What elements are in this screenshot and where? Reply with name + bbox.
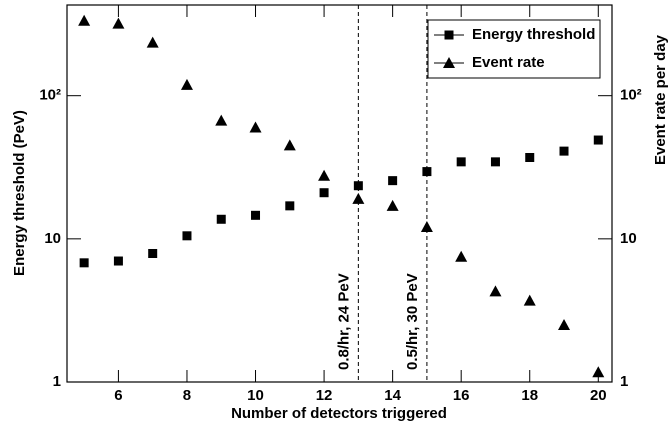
- data-point: [420, 220, 433, 232]
- data-point: [180, 78, 193, 90]
- data-point: [182, 231, 192, 241]
- data-point: [523, 294, 536, 306]
- y-tick-label: 10: [44, 230, 61, 247]
- data-point: [283, 139, 296, 151]
- y-tick-label: 10²: [39, 87, 61, 104]
- data-point: [353, 181, 363, 191]
- data-point: [216, 214, 226, 224]
- data-point: [525, 153, 535, 163]
- data-point: [386, 199, 399, 211]
- data-point: [489, 285, 502, 297]
- data-point: [559, 146, 569, 156]
- legend-label: Event rate: [472, 54, 545, 71]
- data-point: [455, 250, 468, 262]
- data-point: [79, 258, 89, 268]
- data-point: [112, 17, 125, 29]
- data-point: [456, 157, 466, 167]
- data-point: [319, 188, 329, 198]
- y2-axis-label: Event rate per day: [652, 34, 669, 165]
- legend-box: [427, 19, 601, 79]
- data-point: [593, 135, 603, 145]
- legend-label: Energy threshold: [472, 26, 595, 43]
- x-tick-label: 20: [590, 387, 607, 404]
- data-point: [352, 192, 365, 204]
- data-point: [148, 248, 158, 258]
- x-tick-label: 16: [453, 387, 470, 404]
- x-tick-label: 10: [247, 387, 264, 404]
- data-point: [146, 36, 159, 48]
- x-tick-label: 12: [316, 387, 333, 404]
- x-axis-label: Number of detectors triggered: [231, 405, 447, 422]
- data-point: [249, 121, 262, 133]
- y2-tick-label: 10: [620, 230, 637, 247]
- data-point: [285, 201, 295, 211]
- data-point: [558, 319, 571, 331]
- y2-tick-label: 10²: [620, 87, 642, 104]
- data-point: [490, 157, 500, 167]
- x-tick-label: 8: [183, 387, 191, 404]
- data-point: [592, 366, 605, 378]
- data-point: [251, 210, 261, 220]
- plot-frame: [66, 4, 613, 383]
- data-point: [113, 256, 123, 266]
- x-tick-label: 6: [114, 387, 122, 404]
- annotation-text: 0.5/hr, 30 PeV: [404, 273, 421, 370]
- legend-marker: [444, 30, 454, 40]
- data-point: [318, 169, 331, 181]
- data-point: [422, 167, 432, 177]
- annotation-text: 0.8/hr, 24 PeV: [335, 273, 352, 370]
- legend-marker: [443, 57, 455, 68]
- y2-tick-label: 1: [620, 373, 628, 390]
- x-tick-label: 18: [521, 387, 538, 404]
- data-point: [388, 176, 398, 186]
- y-axis-label: Energy threshold (PeV): [11, 110, 28, 276]
- data-point: [78, 14, 91, 26]
- data-point: [215, 114, 228, 126]
- x-tick-label: 14: [384, 387, 401, 404]
- y-tick-label: 1: [53, 373, 61, 390]
